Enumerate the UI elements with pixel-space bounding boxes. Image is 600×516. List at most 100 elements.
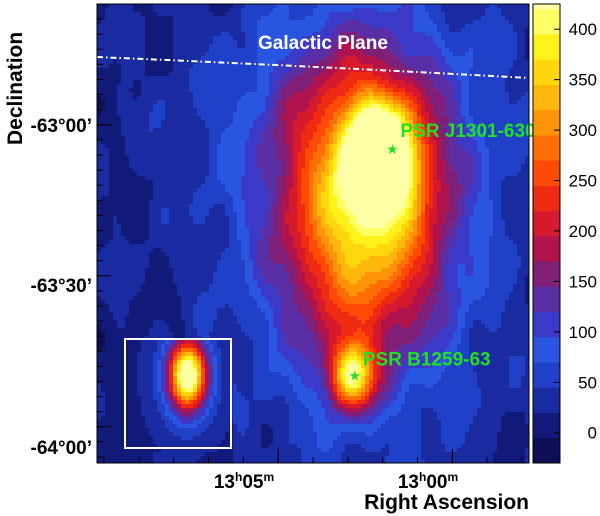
heatmap-cell (129, 8, 134, 13)
heatmap-cell (281, 88, 286, 93)
heatmap-cell (221, 108, 226, 113)
heatmap-cell (393, 40, 398, 45)
heatmap-cell (525, 120, 529, 125)
heatmap-cell (129, 128, 134, 133)
heatmap-cell (521, 60, 526, 65)
heatmap-cell (329, 16, 334, 21)
heatmap-cell (489, 68, 494, 73)
heatmap-cell (309, 112, 314, 117)
heatmap-cell (129, 48, 134, 53)
heatmap-cell (485, 168, 490, 173)
heatmap-cell (413, 96, 418, 101)
heatmap-cell (361, 176, 366, 181)
heatmap-cell (465, 8, 470, 13)
heatmap-cell (381, 156, 386, 161)
heatmap-cell (193, 140, 198, 145)
heatmap-cell (357, 168, 362, 173)
heatmap-cell (377, 144, 382, 149)
heatmap-cell (253, 40, 258, 45)
heatmap-cell (169, 144, 174, 149)
heatmap-cell (165, 52, 170, 57)
heatmap-cell (453, 176, 458, 181)
heatmap-cell (237, 112, 242, 117)
heatmap-cell (109, 88, 114, 93)
heatmap-cell (101, 56, 106, 61)
heatmap-cell (169, 8, 174, 13)
heatmap-cell (289, 184, 294, 189)
heatmap-cell (453, 84, 458, 89)
heatmap-cell (149, 156, 154, 161)
heatmap-cell (117, 88, 122, 93)
heatmap-cell (353, 8, 358, 13)
heatmap-cell (225, 144, 230, 149)
heatmap-cell (465, 124, 470, 129)
heatmap-cell (273, 84, 278, 89)
heatmap-cell (301, 20, 306, 25)
heatmap-cell (445, 172, 450, 177)
heatmap-cell (121, 76, 126, 81)
heatmap-cell (157, 92, 162, 97)
heatmap-cell (189, 52, 194, 57)
heatmap-cell (213, 180, 218, 185)
heatmap-cell (453, 184, 458, 189)
heatmap-cell (285, 44, 290, 49)
heatmap-cell (253, 48, 258, 53)
heatmap-cell (517, 36, 522, 41)
heatmap-cell (525, 128, 529, 133)
heatmap-cell (149, 168, 154, 173)
heatmap-cell (233, 112, 238, 117)
heatmap-cell (509, 168, 514, 173)
heatmap-cell (393, 156, 398, 161)
heatmap-cell (349, 160, 354, 165)
heatmap-cell (201, 188, 206, 193)
heatmap-cell (261, 40, 266, 45)
heatmap-cell (285, 76, 290, 81)
heatmap-cell (525, 68, 529, 73)
heatmap-cell (121, 64, 126, 69)
heatmap-cell (433, 100, 438, 105)
heatmap-cell (277, 88, 282, 93)
heatmap-cell (489, 184, 494, 189)
heatmap-cell (117, 20, 122, 25)
heatmap-cell (129, 164, 134, 169)
heatmap-cell (469, 152, 474, 157)
heatmap-cell (97, 144, 102, 149)
heatmap-cell (393, 8, 398, 13)
heatmap-cell (141, 144, 146, 149)
heatmap-cell (477, 132, 482, 137)
heatmap-cell (249, 124, 254, 129)
heatmap-cell (153, 156, 158, 161)
heatmap-cell (189, 40, 194, 45)
heatmap-cell (445, 48, 450, 53)
heatmap-cell (117, 132, 122, 137)
heatmap-cell (365, 120, 370, 125)
heatmap-cell (305, 132, 310, 137)
heatmap-cell (137, 68, 142, 73)
heatmap-cell (197, 180, 202, 185)
heatmap-cell (221, 40, 226, 45)
heatmap-cell (513, 144, 518, 149)
heatmap-cell (105, 60, 110, 65)
heatmap-cell (521, 168, 526, 173)
heatmap-cell (153, 80, 158, 85)
heatmap-cell (337, 164, 342, 169)
heatmap-cell (373, 100, 378, 105)
heatmap-cell (337, 160, 342, 165)
heatmap-cell (417, 20, 422, 25)
heatmap-cell (285, 16, 290, 21)
heatmap-cell (497, 44, 502, 49)
heatmap-cell (469, 144, 474, 149)
heatmap-cell (181, 48, 186, 53)
heatmap-cell (497, 124, 502, 129)
heatmap-cell (461, 124, 466, 129)
heatmap-cell (161, 24, 166, 29)
heatmap-cell (493, 20, 498, 25)
heatmap-cell (369, 64, 374, 69)
heatmap-cell (401, 48, 406, 53)
heatmap-cell (389, 124, 394, 129)
heatmap-cell (457, 148, 462, 153)
heatmap-cell (229, 12, 234, 17)
heatmap-cell (281, 100, 286, 105)
heatmap-cell (261, 176, 266, 181)
heatmap-cell (505, 28, 510, 33)
